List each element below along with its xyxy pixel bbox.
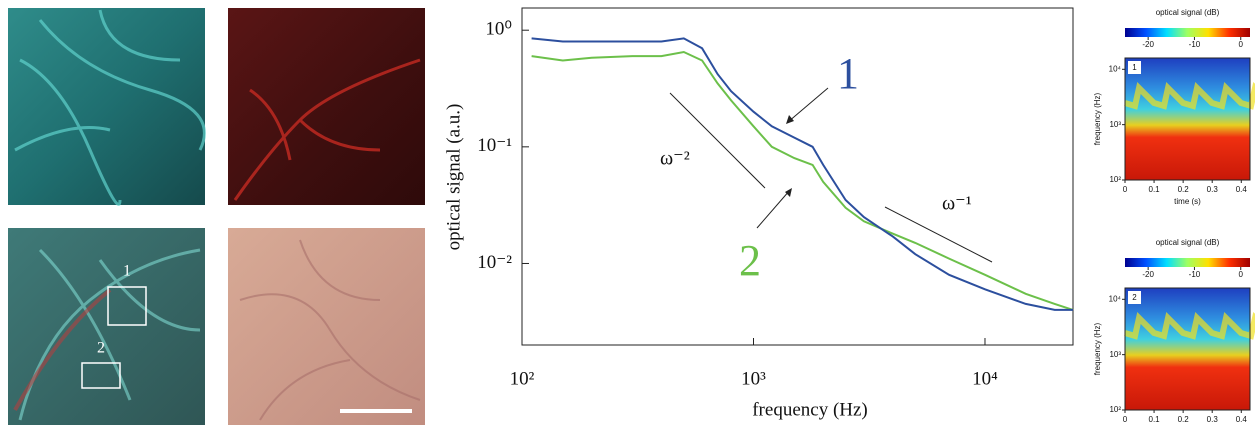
x-tick-label: 0.1 xyxy=(1149,185,1161,194)
x-tick-label: 10³ xyxy=(741,368,766,389)
colorbar-tick-label: -10 xyxy=(1189,40,1201,49)
colorbar xyxy=(1125,258,1250,267)
colorbar xyxy=(1125,28,1250,37)
image-fluorescence xyxy=(8,8,205,205)
annotation: ω⁻¹ xyxy=(942,193,972,215)
y-tick-label: 10⁻² xyxy=(477,252,512,273)
x-tick-label: 10⁴ xyxy=(972,368,998,389)
image-brightfield xyxy=(228,228,425,425)
colorbar-tick-label: -20 xyxy=(1142,40,1154,49)
x-tick-label: 0.1 xyxy=(1149,415,1161,424)
panel-label: 1 xyxy=(1132,63,1137,72)
roi-box xyxy=(81,362,121,389)
y-tick-label: 10² xyxy=(1109,175,1121,184)
slope-guide xyxy=(669,92,766,189)
colorbar-tick-label: -10 xyxy=(1189,270,1201,279)
roi-label: 1 xyxy=(123,263,131,280)
x-tick-label: 0.2 xyxy=(1178,185,1190,194)
panel-label: 2 xyxy=(1132,293,1137,302)
colorbar-tick-label: 0 xyxy=(1239,270,1244,279)
x-tick-label: 0.4 xyxy=(1236,185,1248,194)
y-tick-label: 10⁻¹ xyxy=(477,135,512,156)
arrow-head xyxy=(785,188,792,197)
plot-frame xyxy=(521,7,1074,346)
y-tick-label: 10³ xyxy=(1109,120,1121,129)
vessels xyxy=(13,288,112,411)
spectrogram xyxy=(1125,58,1250,180)
y-axis-label: frequency (Hz) xyxy=(1093,92,1102,145)
x-tick-label: 0.4 xyxy=(1236,415,1248,424)
roi-box xyxy=(107,286,147,326)
y-tick-label: 10⁴ xyxy=(1109,64,1122,73)
colorbar-title: optical signal (dB) xyxy=(1156,8,1220,17)
y-tick-label: 10⁴ xyxy=(1109,294,1122,303)
y-axis-label: optical signal (a.u.) xyxy=(443,104,464,251)
x-tick-label: 0 xyxy=(1123,185,1128,194)
x-axis-label: frequency (Hz) xyxy=(752,399,868,420)
annotation: ω⁻² xyxy=(660,148,690,170)
series-line xyxy=(531,37,1073,311)
panel-label-box xyxy=(1128,61,1141,74)
plot-frame xyxy=(1124,57,1251,181)
image-red xyxy=(228,8,425,205)
slope-guide xyxy=(884,206,993,263)
plot-frame xyxy=(1124,287,1251,411)
colorbar-tick-label: 0 xyxy=(1239,40,1244,49)
series-line xyxy=(531,50,1074,311)
spectrogram-pulse xyxy=(1124,312,1255,340)
x-tick-label: 0.2 xyxy=(1178,415,1190,424)
arrow xyxy=(756,189,791,229)
colorbar-title: optical signal (dB) xyxy=(1156,238,1220,247)
x-tick-label: 10² xyxy=(510,368,535,389)
spectrogram xyxy=(1125,288,1250,410)
spectrogram-pulse xyxy=(1124,82,1255,110)
vessels xyxy=(239,239,421,421)
y-tick-label: 10⁰ xyxy=(485,19,512,40)
series-label: 1 xyxy=(837,49,859,98)
y-tick-label: 10³ xyxy=(1109,350,1121,359)
colorbar-tick-label: -20 xyxy=(1142,270,1154,279)
series-label: 2 xyxy=(739,236,761,285)
image-overlay xyxy=(8,228,205,425)
arrow xyxy=(787,87,829,123)
y-axis-label: frequency (Hz) xyxy=(1093,322,1102,375)
roi-label: 2 xyxy=(97,340,105,357)
vessels xyxy=(233,58,421,201)
x-tick-label: 0.3 xyxy=(1207,185,1219,194)
panel-label-box xyxy=(1128,291,1141,304)
x-tick-label: 0 xyxy=(1123,415,1128,424)
x-tick-label: 0.3 xyxy=(1207,415,1219,424)
y-tick-label: 10² xyxy=(1109,405,1121,414)
arrow-head xyxy=(786,115,794,124)
vessels xyxy=(14,9,206,206)
x-axis-label: time (s) xyxy=(1174,197,1201,206)
